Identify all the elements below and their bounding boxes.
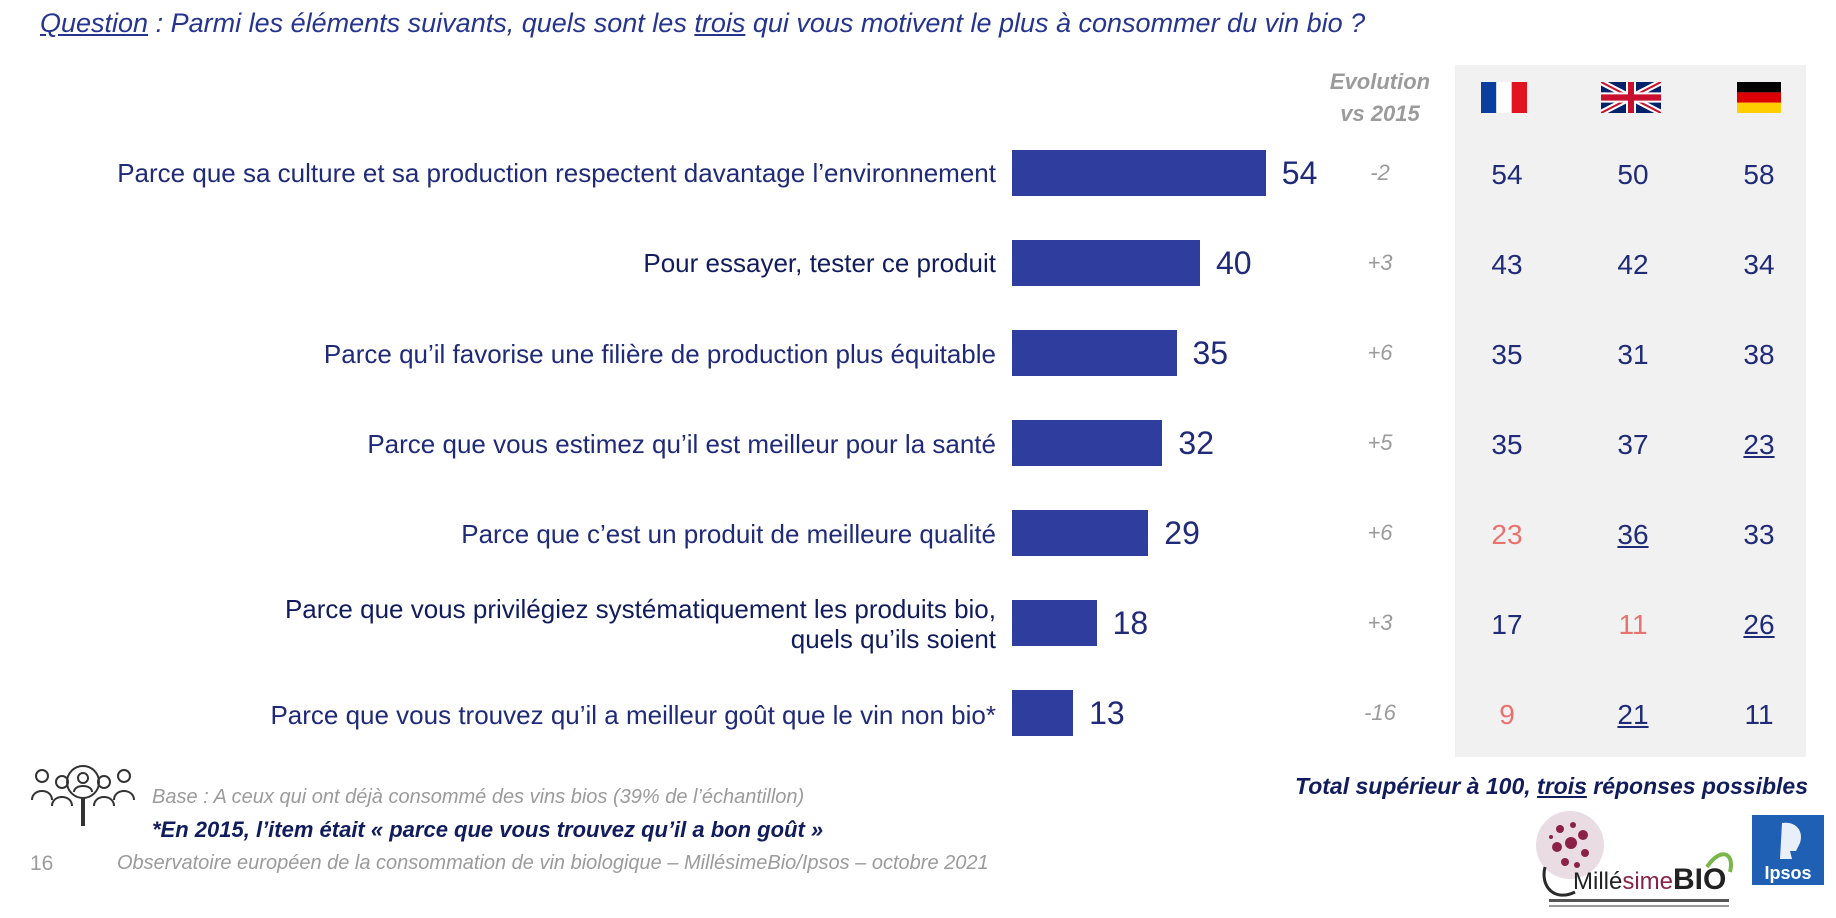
bar-health (1012, 420, 1163, 466)
footnote: *En 2015, l’item était « parce que vous … (152, 817, 824, 842)
row-label-fair-production: Parce qu’il favorise une filière de prod… (323, 339, 996, 369)
page-number: 16 (30, 852, 54, 875)
evolution-value-try-product: +3 (1367, 250, 1393, 275)
bar-always-organic (1012, 600, 1097, 646)
evolution-value-environment: -2 (1370, 160, 1390, 185)
country-value-uk-try-product: 42 (1617, 249, 1649, 280)
question-highlight: trois (694, 8, 746, 38)
bar-environment (1012, 150, 1266, 196)
bar-value-try-product: 40 (1216, 245, 1252, 281)
country-value-de-try-product: 34 (1743, 249, 1775, 280)
country-value-de-health: 23 (1743, 429, 1775, 460)
country-value-de-fair-production: 38 (1743, 339, 1775, 370)
country-value-de-better-taste: 11 (1744, 699, 1774, 730)
country-value-uk-better-taste: 21 (1617, 699, 1649, 730)
question-text-before: : Parmi les éléments suivants, quels son… (148, 8, 695, 38)
bar-fair-production (1012, 330, 1177, 376)
country-value-uk-health: 37 (1617, 429, 1649, 460)
total-note-highlight: trois (1537, 773, 1587, 799)
bar-value-quality: 29 (1164, 515, 1200, 551)
bar-value-environment: 54 (1281, 155, 1318, 191)
country-value-uk-fair-production: 31 (1617, 339, 1649, 370)
country-value-uk-quality: 36 (1617, 519, 1649, 550)
country-value-fr-fair-production: 35 (1491, 339, 1523, 370)
country-value-fr-always-organic: 17 (1491, 609, 1523, 640)
row-label-always-organic: Parce que vous privilégiez systématiquem… (285, 594, 996, 654)
country-value-uk-always-organic: 11 (1618, 609, 1648, 640)
country-value-de-quality: 33 (1743, 519, 1775, 550)
row-label-better-taste: Parce que vous trouvez qu’il a meilleur … (270, 700, 996, 730)
evolution-value-quality: +6 (1367, 520, 1393, 545)
millesime-bio-logo: MillésimeBIO (1536, 811, 1733, 907)
row-label-always-organic-line1: Parce que vous privilégiez systématiquem… (284, 594, 996, 624)
question-text: Question : Parmi les éléments suivants, … (40, 8, 1365, 39)
total-note-after: réponses possibles (1586, 773, 1809, 799)
bar-try-product (1012, 240, 1200, 286)
question-label: Question (40, 8, 149, 38)
row-label-always-organic-line2: quels qu’ils soient (790, 624, 996, 654)
france-flag-icon (1481, 82, 1527, 113)
bar-value-always-organic: 18 (1112, 605, 1149, 641)
row-label-try-product: Pour essayer, tester ce produit (643, 248, 996, 278)
country-value-fr-health: 35 (1491, 429, 1523, 460)
base-note: Base : A ceux qui ont déjà consommé des … (152, 786, 805, 808)
bar-quality (1012, 510, 1149, 556)
people-search-icon (31, 765, 135, 826)
country-value-fr-quality: 23 (1491, 519, 1523, 550)
country-value-fr-environment: 54 (1491, 159, 1523, 190)
country-value-uk-environment: 50 (1617, 159, 1649, 190)
evolution-value-better-taste: -16 (1364, 700, 1396, 725)
total-note-before: Total supérieur à 100, (1295, 773, 1538, 799)
millesime-wordmark: MillésimeBIO (1573, 863, 1726, 896)
bar-better-taste (1012, 690, 1074, 736)
country-value-fr-better-taste: 9 (1499, 699, 1515, 730)
evolution-header-line2: vs 2015 (1340, 101, 1420, 126)
evolution-value-always-organic: +3 (1367, 610, 1393, 635)
evolution-header: Evolution vs 2015 (1325, 66, 1435, 130)
ipsos-wordmark: Ipsos (1764, 863, 1811, 883)
evolution-value-fair-production: +6 (1367, 340, 1393, 365)
country-panel (1455, 65, 1806, 757)
row-label-health: Parce que vous estimez qu’il est meilleu… (367, 429, 996, 459)
bar-value-fair-production: 35 (1192, 335, 1229, 371)
germany-flag-icon (1737, 82, 1781, 113)
bar-value-health: 32 (1178, 425, 1214, 461)
ipsos-logo: Ipsos (1752, 815, 1824, 885)
row-label-quality: Parce que c’est un produit de meilleure … (461, 519, 996, 549)
country-value-de-environment: 58 (1743, 159, 1775, 190)
uk-flag-icon (1601, 82, 1661, 113)
row-label-environment: Parce que sa culture et sa production re… (117, 158, 996, 188)
source-note: Observatoire européen de la consommation… (117, 852, 989, 874)
country-value-fr-try-product: 43 (1491, 249, 1523, 280)
evolution-value-health: +5 (1367, 430, 1393, 455)
total-note: Total supérieur à 100, trois réponses po… (1295, 773, 1809, 800)
evolution-header-line1: Evolution (1329, 69, 1431, 94)
ipsos-logo-mark: Ipsos (1764, 822, 1812, 883)
bar-value-better-taste: 13 (1089, 695, 1125, 731)
country-value-de-always-organic: 26 (1743, 609, 1775, 640)
question-text-after: qui vous motivent le plus à consommer du… (745, 8, 1366, 38)
